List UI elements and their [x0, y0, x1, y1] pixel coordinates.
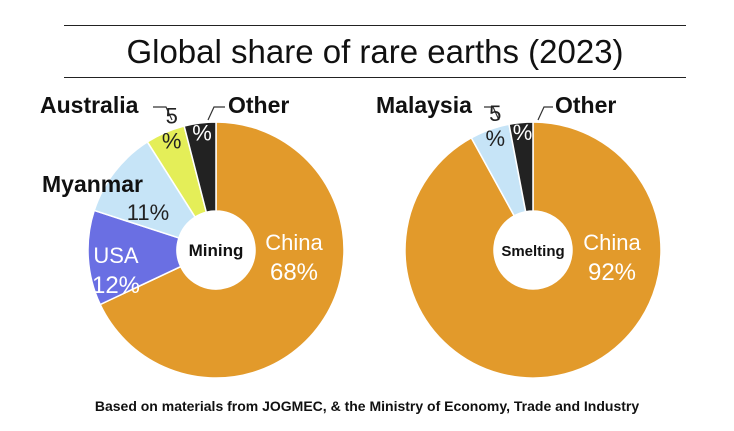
value-mining-myanmar: 11%: [127, 200, 169, 225]
label-mining-usa: USA: [93, 243, 139, 268]
label-mining-myanmar: Myanmar: [42, 171, 143, 197]
slice-smelting-other: [508, 121, 534, 213]
value-smelting-china: 92%: [588, 259, 636, 286]
value-mining-usa: 12%: [92, 272, 140, 299]
leader-line-mining-other: [207, 106, 225, 121]
label-smelting-malaysia: Malaysia: [376, 92, 472, 118]
value-smelting-malaysia: 5%: [485, 101, 505, 151]
label-smelting-other: Other: [555, 92, 616, 118]
value-mining-australia: 5%: [162, 104, 182, 154]
value-mining-china: 68%: [270, 259, 318, 286]
center-label-mining: Mining: [189, 241, 244, 260]
label-mining-australia: Australia: [40, 92, 139, 118]
title-rule-bottom: [64, 77, 686, 78]
source-note: Based on materials from JOGMEC, & the Mi…: [94, 398, 640, 414]
value-mining-other: 4%: [192, 95, 212, 145]
leader-line-mining-australia: [153, 106, 173, 121]
value-smelting-other: 3%: [513, 95, 533, 145]
title-rule-top: [64, 25, 686, 26]
leader-line-smelting-other: [537, 106, 553, 121]
slice-smelting-china: [404, 121, 662, 379]
label-smelting-china: China: [583, 230, 641, 255]
slice-mining-usa: [87, 209, 182, 306]
center-label-smelting: Smelting: [501, 243, 564, 260]
label-mining-china: China: [265, 230, 323, 255]
chart-title: Global share of rare earths (2023): [126, 33, 624, 70]
label-mining-other: Other: [228, 92, 289, 118]
leader-line-smelting-malaysia: [484, 106, 500, 121]
slice-mining-china: [99, 121, 345, 379]
slice-mining-other: [183, 121, 217, 214]
